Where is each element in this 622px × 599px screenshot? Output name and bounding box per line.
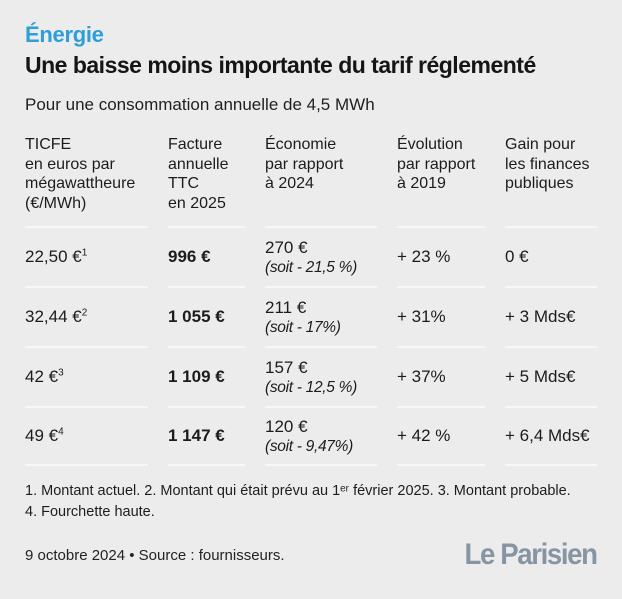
evolution-value: + 42 % bbox=[397, 426, 451, 446]
cell-facture: 1 109 € bbox=[168, 346, 245, 406]
ticfe-value: 42 € bbox=[25, 367, 59, 387]
footnote-marker: 2 bbox=[81, 307, 88, 319]
kicker-label: Énergie bbox=[25, 22, 104, 47]
economie-note: (soit - 12,5 %) bbox=[265, 378, 357, 396]
facture-value: 1 147 € bbox=[168, 426, 225, 446]
infographic: Énergie Une baisse moins importante du t… bbox=[25, 22, 598, 572]
cell-evolution: + 37% bbox=[397, 346, 485, 406]
cell-ticfe: 42 €3 bbox=[25, 346, 148, 406]
date-and-source: 9 octobre 2024 • Source : fournisseurs. bbox=[25, 546, 285, 564]
cell-ticfe: 49 €4 bbox=[25, 406, 148, 467]
column-header-gain: Gain pour les finances publiques bbox=[505, 136, 590, 193]
evolution-value: + 31% bbox=[397, 307, 446, 327]
cell-gain: + 5 Mds€ bbox=[505, 346, 597, 406]
gain-value: + 6,4 Mds€ bbox=[505, 426, 590, 446]
ticfe-value: 32,44 € bbox=[25, 307, 82, 327]
page-title: Une baisse moins importante du tarif rég… bbox=[25, 52, 536, 78]
le-parisien-logo: Le Parisien bbox=[464, 538, 598, 572]
column-header-evolution: Évolution par rapport à 2019 bbox=[397, 136, 476, 193]
economie-value: 211 € bbox=[265, 297, 307, 317]
footer: 9 octobre 2024 • Source : fournisseurs. … bbox=[25, 538, 598, 572]
cell-economie: 270 € (soit - 21,5 %) bbox=[265, 226, 377, 286]
footnote-marker: 4 bbox=[58, 426, 64, 438]
cell-gain: + 3 Mds€ bbox=[505, 286, 597, 346]
ticfe-value: 22,50 € bbox=[25, 247, 82, 267]
cell-evolution: + 42 % bbox=[397, 406, 485, 467]
cell-facture: 1 055 € bbox=[168, 286, 245, 346]
cell-facture: 1 147 € bbox=[168, 406, 245, 467]
gain-value: 0 € bbox=[505, 247, 529, 267]
facture-value: 1 109 € bbox=[168, 367, 225, 387]
gain-value: + 3 Mds€ bbox=[505, 307, 576, 327]
cell-gain: + 6,4 Mds€ bbox=[505, 406, 597, 467]
facture-value: 996 € bbox=[168, 247, 211, 267]
column-header-facture: Facture annuelle TTC en 2025 bbox=[168, 136, 229, 212]
cell-evolution: + 31% bbox=[397, 286, 485, 346]
evolution-value: + 37% bbox=[397, 367, 446, 387]
column-header-economie: Économie par rapport à 2024 bbox=[265, 136, 344, 193]
footnotes: 1. Montant actuel. 2. Montant qui était … bbox=[25, 483, 571, 520]
cell-facture: 996 € bbox=[168, 226, 245, 286]
gain-value: + 5 Mds€ bbox=[505, 367, 576, 387]
cell-economie: 211 € (soit - 17%) bbox=[265, 286, 377, 346]
economie-value: 270 € bbox=[265, 237, 308, 257]
cell-economie: 157 € (soit - 12,5 %) bbox=[265, 346, 377, 406]
cell-ticfe: 22,50 €1 bbox=[25, 226, 148, 286]
evolution-value: + 23 % bbox=[397, 247, 451, 267]
subtitle: Pour une consommation annuelle de 4,5 MW… bbox=[25, 95, 375, 114]
economie-note: (soit - 21,5 %) bbox=[265, 258, 357, 276]
cell-gain: 0 € bbox=[505, 226, 597, 286]
footnote-marker: 3 bbox=[58, 367, 64, 379]
cell-economie: 120 € (soit - 9,47%) bbox=[265, 406, 377, 467]
column-header-ticfe: TICFE en euros par mégawattheure (€/MWh) bbox=[25, 136, 136, 212]
ticfe-value: 49 € bbox=[25, 426, 59, 446]
facture-value: 1 055 € bbox=[168, 307, 225, 327]
economie-note: (soit - 17%) bbox=[265, 318, 341, 336]
economie-value: 120 € bbox=[265, 416, 308, 436]
economie-value: 157 € bbox=[265, 357, 308, 377]
economie-note: (soit - 9,47%) bbox=[265, 437, 353, 455]
cell-evolution: + 23 % bbox=[397, 226, 485, 286]
footnote-marker: 1 bbox=[81, 247, 88, 259]
cell-ticfe: 32,44 €2 bbox=[25, 286, 148, 346]
data-table: TICFE en euros par mégawattheure (€/MWh)… bbox=[25, 135, 597, 467]
